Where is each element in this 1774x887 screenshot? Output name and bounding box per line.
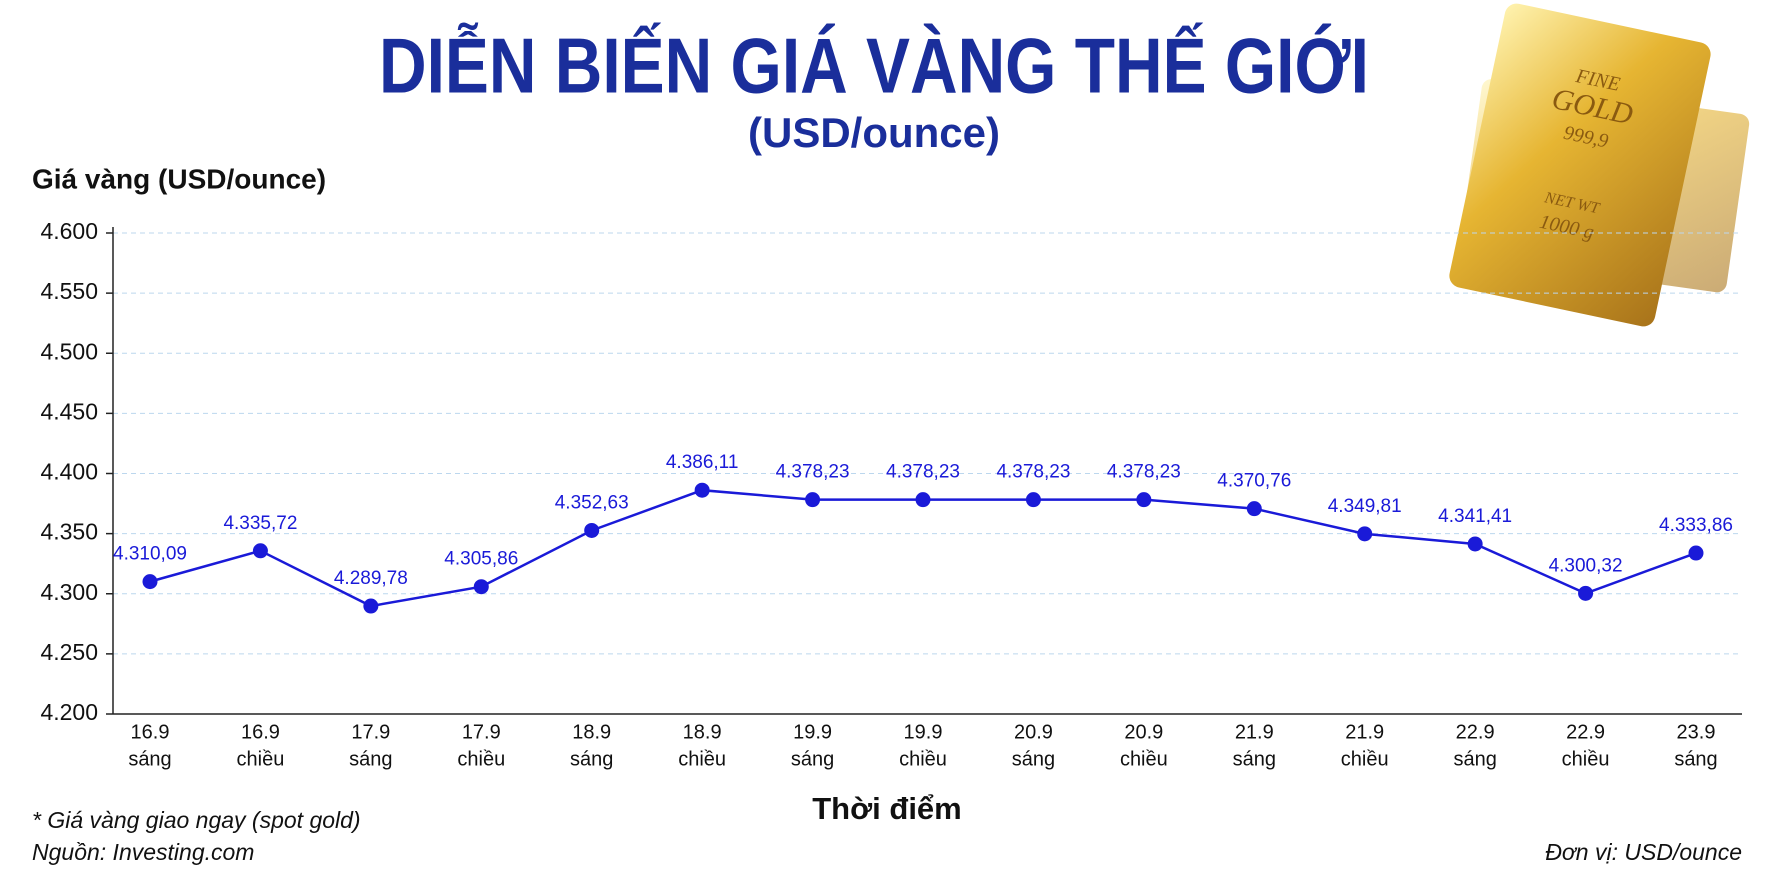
x-tick-label: sáng: [1012, 748, 1055, 770]
point: [694, 482, 710, 498]
chart-subtitle: (USD/ounce): [748, 109, 1000, 156]
value-label: 4.305,86: [444, 549, 518, 570]
y-axis-label: Giá vàng (USD/ounce): [32, 163, 326, 194]
point: [1246, 501, 1262, 517]
x-tick-label: sáng: [791, 748, 834, 770]
x-tick-label: chiều: [1120, 748, 1168, 770]
y-tick-label: 4.350: [40, 519, 98, 545]
y-tick-label: 4.300: [40, 579, 98, 605]
x-tick-label: 17.9: [351, 721, 390, 743]
value-label: 4.300,32: [1549, 555, 1623, 576]
point: [473, 579, 489, 595]
x-tick-label: 16.9: [241, 721, 280, 743]
point: [1688, 545, 1704, 561]
x-tick-label: 18.9: [572, 721, 611, 743]
x-tick-label: 21.9: [1345, 721, 1384, 743]
value-label: 4.289,78: [334, 568, 408, 589]
x-tick-label: chiều: [678, 748, 726, 770]
source: Nguồn: Investing.com: [32, 839, 254, 865]
x-tick-label: sáng: [1453, 748, 1496, 770]
note: * Giá vàng giao ngay (spot gold): [32, 807, 361, 833]
x-tick-label: chiều: [1562, 748, 1610, 770]
value-label: 4.352,63: [555, 492, 629, 513]
point: [252, 543, 268, 559]
point: [805, 492, 821, 508]
x-tick-label: 16.9: [131, 721, 170, 743]
value-label: 4.333,86: [1659, 515, 1733, 536]
x-tick-label: 19.9: [904, 721, 943, 743]
x-tick-label: 20.9: [1014, 721, 1053, 743]
x-tick-label: sáng: [570, 748, 613, 770]
value-label: 4.378,23: [886, 462, 960, 483]
value-label: 4.378,23: [1107, 462, 1181, 483]
x-tick-label: 19.9: [793, 721, 832, 743]
y-tick-label: 4.250: [40, 639, 98, 665]
value-label: 4.349,81: [1328, 496, 1402, 517]
x-tick-label: 22.9: [1456, 721, 1495, 743]
value-label: 4.370,76: [1217, 471, 1291, 492]
x-tick-label: chiều: [1341, 748, 1389, 770]
y-tick-label: 4.500: [40, 338, 98, 364]
value-label: 4.310,09: [113, 544, 187, 565]
point: [915, 492, 931, 508]
y-tick-label: 4.550: [40, 278, 98, 304]
x-tick-label: 18.9: [683, 721, 722, 743]
point: [142, 574, 158, 590]
x-tick-label: 20.9: [1124, 721, 1163, 743]
x-tick-label: 17.9: [462, 721, 501, 743]
x-tick-label: sáng: [1233, 748, 1276, 770]
x-tick-label: sáng: [349, 748, 392, 770]
value-label: 4.378,23: [776, 462, 850, 483]
x-tick-label: sáng: [1674, 748, 1717, 770]
x-tick-label: sáng: [128, 748, 171, 770]
unit-note: Đơn vị: USD/ounce: [1545, 839, 1742, 865]
x-tick-label: chiều: [457, 748, 505, 770]
x-tick-label: 22.9: [1566, 721, 1605, 743]
value-label: 4.378,23: [996, 462, 1070, 483]
x-tick-label: 23.9: [1677, 721, 1716, 743]
y-tick-label: 4.450: [40, 398, 98, 424]
value-label: 4.341,41: [1438, 506, 1512, 527]
value-label: 4.335,72: [223, 513, 297, 534]
y-tick-label: 4.200: [40, 699, 98, 725]
point: [1467, 536, 1483, 552]
gold-bar-image: FINE GOLD 999,9 NET WT 1000 g: [1449, 3, 1750, 327]
point: [363, 598, 379, 614]
x-tick-label: chiều: [237, 748, 285, 770]
point: [584, 522, 600, 538]
y-tick-label: 4.400: [40, 459, 98, 485]
x-tick-label: chiều: [899, 748, 947, 770]
x-axis-label: Thời điểm: [812, 791, 962, 826]
point: [1025, 492, 1041, 508]
value-label: 4.386,11: [666, 452, 739, 473]
chart-title: DIỄN BIẾN GIÁ VÀNG THẾ GIỚI: [379, 22, 1369, 110]
y-tick-label: 4.600: [40, 218, 98, 244]
x-tick-label: 21.9: [1235, 721, 1274, 743]
point: [1357, 526, 1373, 542]
point: [1136, 492, 1152, 508]
point: [1578, 585, 1594, 601]
